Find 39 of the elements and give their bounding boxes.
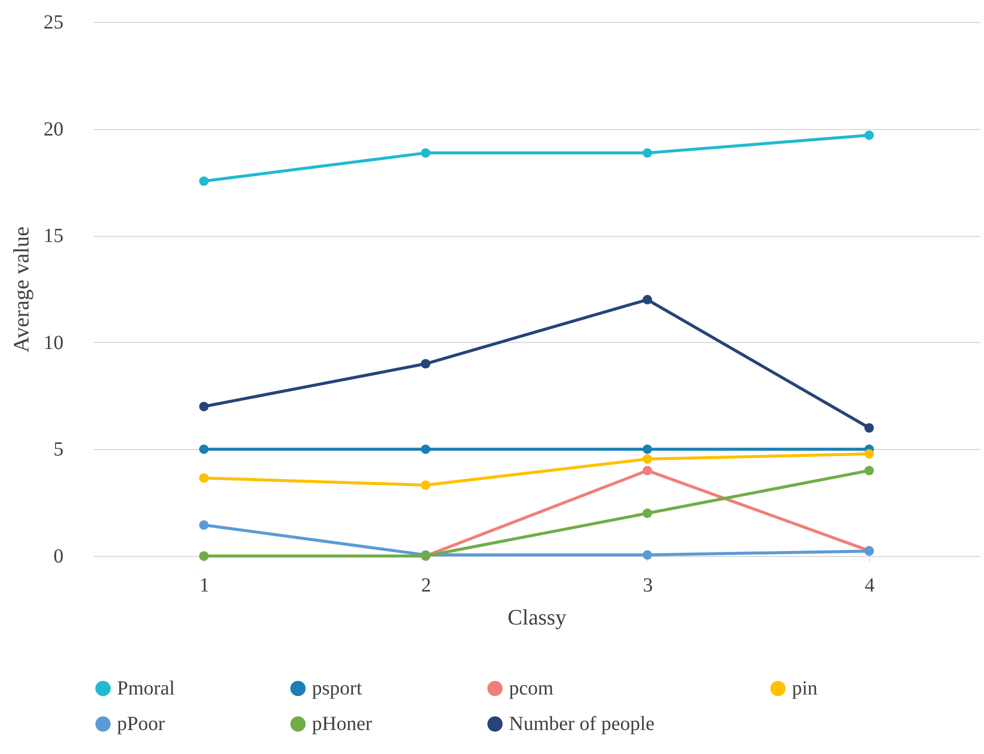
y-tick-label: 10 bbox=[44, 332, 64, 354]
legend-label: pHoner bbox=[312, 713, 372, 735]
point bbox=[420, 444, 430, 454]
legend-label: pin bbox=[792, 677, 818, 700]
legend-label: Number of people bbox=[509, 713, 655, 735]
x-tick-label: 1 bbox=[199, 574, 210, 596]
point bbox=[642, 550, 652, 560]
y-tick-label: 15 bbox=[44, 225, 64, 248]
y-axis-title: Average value bbox=[8, 226, 34, 353]
point bbox=[864, 466, 874, 476]
y-tick-label: 5 bbox=[54, 438, 64, 461]
point bbox=[864, 130, 874, 140]
point bbox=[864, 423, 874, 433]
point bbox=[642, 508, 652, 518]
point bbox=[642, 466, 652, 476]
x-tick-label: 3 bbox=[642, 574, 653, 596]
y-tick-label: 25 bbox=[44, 12, 64, 34]
x-tick-label: 4 bbox=[864, 574, 875, 596]
point bbox=[420, 359, 430, 368]
y-tick-label: 0 bbox=[54, 546, 64, 568]
point bbox=[199, 402, 209, 412]
point bbox=[642, 294, 652, 304]
x-tick-label: 2 bbox=[421, 574, 432, 596]
legend-label: pcom bbox=[509, 677, 554, 700]
point bbox=[199, 176, 209, 186]
x-axis-title: Classy bbox=[508, 604, 566, 630]
legend-label: Pmoral bbox=[117, 677, 176, 700]
point bbox=[199, 444, 209, 454]
point bbox=[864, 449, 874, 459]
point bbox=[199, 520, 209, 530]
point bbox=[642, 148, 652, 158]
point bbox=[199, 473, 209, 483]
y-tick-label: 20 bbox=[44, 118, 64, 140]
legend-label: pPoor bbox=[117, 713, 166, 735]
point bbox=[642, 454, 652, 464]
point bbox=[642, 444, 652, 454]
point bbox=[420, 480, 430, 490]
point bbox=[420, 148, 430, 158]
legend-label: psport bbox=[312, 677, 362, 700]
